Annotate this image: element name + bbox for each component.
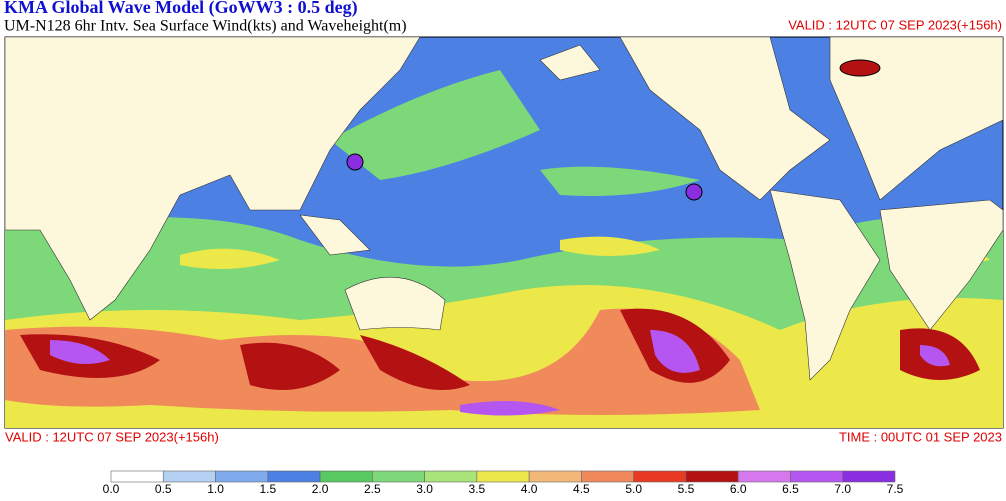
colorbar-label: 7.5 [887, 482, 904, 496]
colorbar-label: 2.5 [364, 482, 381, 496]
colorbar-box [215, 470, 269, 483]
colorbar-label: 7.0 [834, 482, 851, 496]
colorbar-label: 0.5 [155, 482, 172, 496]
storm [839, 59, 881, 77]
colorbar-box [372, 470, 425, 483]
storm [346, 153, 364, 171]
colorbar-box [424, 470, 478, 483]
wave-band [180, 229, 990, 269]
analysis-time: TIME : 00UTC 01 SEP 2023 [839, 429, 1002, 444]
colorbar-label: 4.0 [521, 482, 538, 496]
colorbar-box [685, 470, 739, 483]
colorbar-label: 5.5 [678, 482, 695, 496]
colorbar-label: 3.0 [416, 482, 433, 496]
colorbar-label: 1.0 [207, 482, 224, 496]
colorbar-box [737, 470, 791, 483]
wave-band [330, 70, 700, 196]
colorbar-label: 0.0 [103, 482, 120, 496]
valid-time-bottom: VALID : 12UTC 07 SEP 2023(+156h) [5, 429, 219, 444]
map [4, 36, 1004, 429]
storm [685, 183, 703, 201]
colorbar-box [633, 470, 687, 483]
colorbar-label: 2.0 [312, 482, 329, 496]
colorbar: 0.0 0.5 1.0 1.5 2.0 2.5 3.0 3.5 4.0 4.5 5.0 5.5 6.0 6… [103, 470, 904, 496]
colorbar-label: 5.0 [625, 482, 642, 496]
colorbar-box [267, 470, 321, 483]
colorbar-box [842, 470, 896, 483]
colorbar-label: 4.5 [573, 482, 590, 496]
colorbar-box [581, 470, 634, 483]
colorbar-label: 6.0 [730, 482, 747, 496]
colorbar-box [110, 470, 164, 483]
valid-time: VALID : 12UTC 07 SEP 2023(+156h) [788, 17, 1002, 32]
colorbar-box [162, 470, 216, 483]
colorbar-box [528, 470, 582, 483]
colorbar-box [476, 470, 530, 483]
land [4, 36, 1004, 381]
colorbar-label: 1.5 [259, 482, 276, 496]
colorbar-box [790, 470, 844, 483]
wave-band [20, 308, 980, 390]
subtitle: UM-N128 6hr Intv. Sea Surface Wind(kts) … [4, 18, 407, 35]
colorbar-label: 6.5 [782, 482, 799, 496]
colorbar-label: 3.5 [469, 482, 486, 496]
title: KMA Global Wave Model (GoWW3 : 0.5 deg) [4, 0, 358, 18]
colorbar-box [319, 470, 373, 483]
